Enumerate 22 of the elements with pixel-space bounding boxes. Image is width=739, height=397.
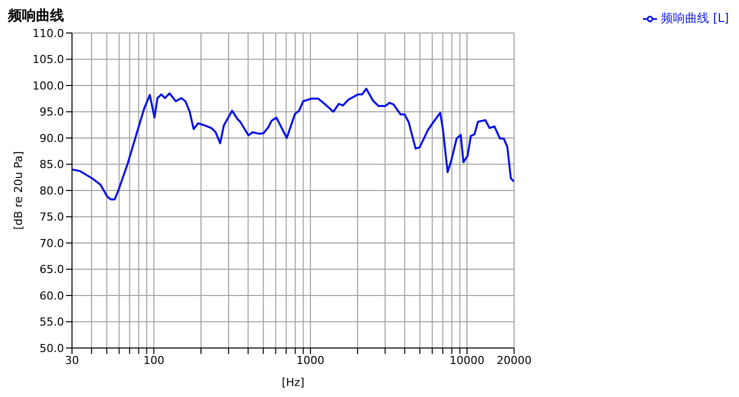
x-tick-label: 1000 <box>296 354 324 367</box>
x-tick-label: 30 <box>65 354 79 367</box>
y-axis-title: [dB re 20u Pa] <box>12 151 25 230</box>
y-tick-label: 65.0 <box>40 263 64 276</box>
y-tick-label: 70.0 <box>40 236 64 250</box>
legend-label: 频响曲线 [L] <box>661 11 729 25</box>
y-tick-label: 110.0 <box>32 26 64 40</box>
y-tick-label: 90.0 <box>40 132 64 145</box>
y-tick-label: 80.0 <box>40 184 64 198</box>
x-tick-label: 100 <box>143 354 164 367</box>
y-tick-label: 95.0 <box>40 106 64 119</box>
y-tick-label: 50.0 <box>40 342 64 355</box>
chart-title: 频响曲线 <box>8 8 64 24</box>
y-tick-label: 55.0 <box>40 316 64 329</box>
x-tick-label: 20000 <box>496 354 532 367</box>
y-tick-label: 100.0 <box>32 79 64 92</box>
y-tick-label: 75.0 <box>40 210 64 224</box>
x-axis-title: [Hz] <box>282 376 304 389</box>
y-tick-label: 60.0 <box>40 289 64 302</box>
y-tick-label: 105.0 <box>32 53 64 66</box>
y-tick-label: 85.0 <box>40 158 64 172</box>
x-tick-label: 10000 <box>449 354 484 367</box>
